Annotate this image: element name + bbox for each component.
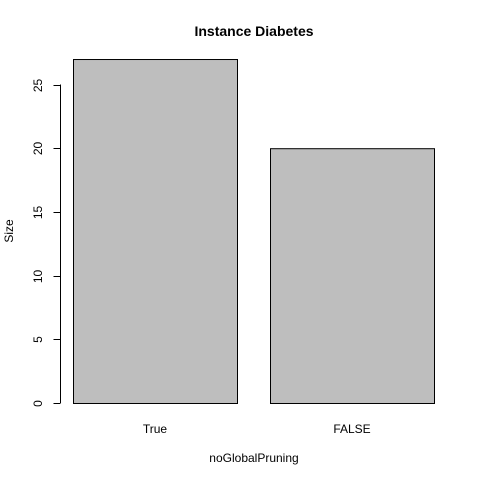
bars-group: [73, 59, 435, 405]
y-tick-label-25: 25: [31, 79, 45, 93]
chart-title: Instance Diabetes: [194, 23, 313, 39]
y-tick-label-10: 10: [31, 270, 45, 284]
x-tick-label-true: True: [143, 422, 168, 436]
y-tick-label-20: 20: [31, 142, 45, 156]
bar-true: [73, 59, 238, 405]
x-axis-label: noGlobalPruning: [209, 451, 298, 465]
y-tick-label-0: 0: [31, 400, 45, 407]
y-axis: 0 5 10 15 20 25: [31, 79, 61, 407]
bar-false: [270, 148, 435, 404]
y-tick-label-15: 15: [31, 206, 45, 220]
y-axis-label: Size: [2, 219, 16, 243]
x-tick-label-false: FALSE: [333, 422, 370, 436]
y-tick-label-5: 5: [31, 336, 45, 343]
x-tick-labels: True FALSE: [143, 422, 371, 436]
